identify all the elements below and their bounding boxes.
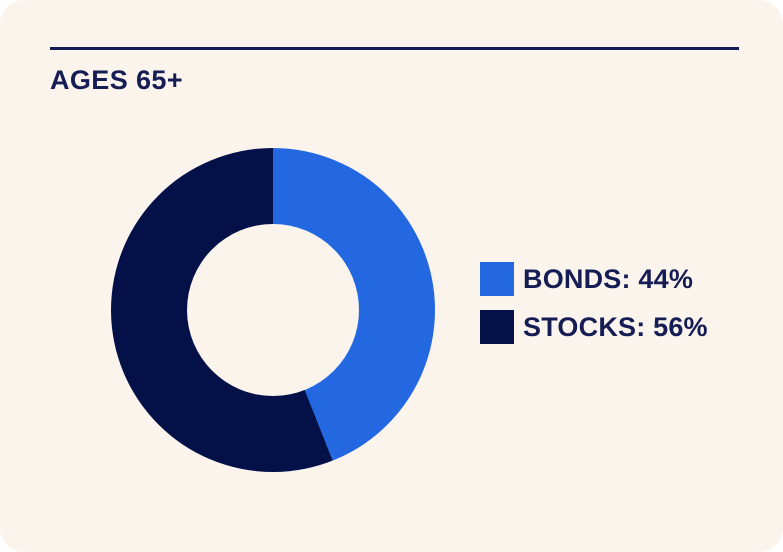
chart-title: AGES 65+ xyxy=(50,65,184,95)
legend: BONDS: 44% STOCKS: 56% xyxy=(480,262,708,344)
stocks-swatch-icon xyxy=(480,310,514,344)
legend-label-stocks: STOCKS: 56% xyxy=(523,311,708,342)
bonds-swatch-icon xyxy=(480,262,514,296)
legend-row-bonds: BONDS: 44% xyxy=(480,262,708,296)
donut-hole xyxy=(187,224,359,396)
donut-chart xyxy=(111,148,435,472)
divider-rule xyxy=(50,47,739,50)
legend-row-stocks: STOCKS: 56% xyxy=(480,310,708,344)
legend-label-bonds: BONDS: 44% xyxy=(523,263,694,294)
